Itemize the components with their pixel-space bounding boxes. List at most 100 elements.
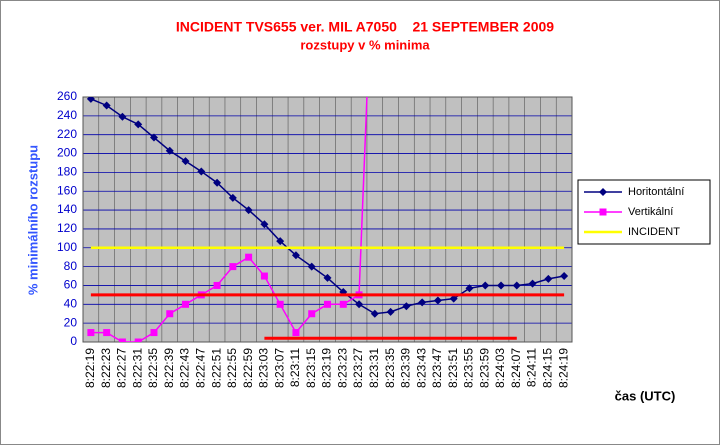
point <box>418 298 427 307</box>
y-tick-label: 40 <box>64 296 78 310</box>
point <box>245 253 253 261</box>
chart-subtitle: rozstupy v % minima <box>300 37 430 52</box>
x-tick-label: 8:22:47 <box>193 348 207 388</box>
point <box>260 272 268 280</box>
x-tick-label: 8:23:43 <box>414 348 428 388</box>
x-tick-label: 8:23:31 <box>367 348 381 388</box>
point <box>465 284 474 293</box>
point <box>433 296 442 305</box>
y-tick-label: 100 <box>57 240 77 254</box>
y-tick-label: 120 <box>57 221 77 235</box>
y-tick-label: 220 <box>57 127 77 141</box>
point <box>307 262 316 271</box>
legend-label: Horitontální <box>628 186 684 198</box>
point <box>118 338 126 342</box>
x-tick-label: 8:23:39 <box>399 348 413 388</box>
point <box>213 281 221 289</box>
chart-title: INCIDENT TVS655 ver. MIL A7050 21 SEPTEM… <box>176 19 554 35</box>
point <box>370 309 379 318</box>
point <box>166 310 174 318</box>
y-tick-label: 240 <box>57 108 77 122</box>
point <box>87 329 95 337</box>
x-tick-label: 8:22:19 <box>83 348 97 388</box>
point <box>323 273 332 282</box>
plot-border <box>82 96 573 343</box>
x-tick-label: 8:22:51 <box>209 348 223 388</box>
point <box>512 281 521 290</box>
y-tick-label: 260 <box>57 89 77 103</box>
point <box>165 146 174 155</box>
x-tick-label: 8:22:55 <box>225 348 239 388</box>
x-tick-label: 8:23:15 <box>304 348 318 388</box>
point <box>386 307 395 316</box>
point <box>181 157 190 166</box>
point <box>149 133 158 142</box>
point <box>182 300 190 308</box>
point <box>134 338 142 342</box>
y-tick-label: 200 <box>57 146 77 160</box>
y-tick-label: 20 <box>64 315 78 329</box>
y-tick-label: 160 <box>57 183 77 197</box>
point <box>213 178 222 187</box>
point <box>544 274 553 283</box>
x-tick-label: 8:23:59 <box>477 348 491 388</box>
x-tick-label: 8:24:11 <box>525 348 539 387</box>
y-tick-label: 80 <box>64 259 78 273</box>
x-tick-label: 8:24:03 <box>493 348 507 388</box>
point <box>339 300 347 308</box>
point <box>560 272 569 281</box>
point <box>118 112 127 121</box>
point <box>229 263 237 271</box>
y-tick-label: 0 <box>70 334 77 348</box>
point <box>86 97 95 103</box>
point <box>244 206 253 215</box>
point <box>102 101 111 110</box>
x-tick-label: 8:22:23 <box>99 348 113 388</box>
x-tick-label: 8:23:03 <box>257 348 271 388</box>
point <box>150 329 158 337</box>
x-tick-label: 8:22:35 <box>146 348 160 388</box>
point <box>134 120 143 129</box>
y-tick-label: 140 <box>57 202 77 216</box>
x-tick-label: 8:24:07 <box>509 348 523 388</box>
point <box>481 281 490 290</box>
point <box>276 300 284 308</box>
x-tick-label: 8:22:43 <box>178 348 192 388</box>
point <box>276 237 285 246</box>
x-tick-label: 8:23:19 <box>320 348 334 388</box>
x-tick-label: 8:22:59 <box>241 348 255 388</box>
x-tick-label: 8:23:35 <box>383 348 397 388</box>
y-axis-label: % minimálního rozstupu <box>25 145 40 295</box>
x-tick-label: 8:23:51 <box>446 348 460 388</box>
point <box>599 188 607 196</box>
point <box>228 193 237 202</box>
legend-label: INCIDENT <box>628 226 680 238</box>
x-tick-label: 8:24:15 <box>541 348 555 388</box>
x-tick-label: 8:22:31 <box>130 348 144 388</box>
point <box>497 281 506 290</box>
x-tick-label: 8:23:55 <box>462 348 476 388</box>
point <box>292 329 300 337</box>
point <box>291 251 300 260</box>
x-tick-label: 8:23:23 <box>335 348 349 388</box>
y-tick-label: 180 <box>57 165 77 179</box>
point <box>324 300 331 308</box>
x-tick-label: 8:23:27 <box>351 348 365 388</box>
point <box>355 300 364 309</box>
point <box>528 279 537 288</box>
point <box>599 208 607 216</box>
x-tick-label: 8:23:47 <box>430 348 444 388</box>
x-tick-label: 8:22:39 <box>162 348 176 388</box>
x-tick-label: 8:24:19 <box>556 348 570 388</box>
legend-label: Vertikální <box>628 206 673 218</box>
point <box>308 310 316 318</box>
x-tick-label: 8:23:11 <box>288 348 302 387</box>
x-axis-label: čas (UTC) <box>615 388 676 403</box>
series-layer <box>86 97 569 342</box>
x-tick-label: 8:22:27 <box>115 348 129 388</box>
y-tick-label: 60 <box>64 278 78 292</box>
point <box>449 294 458 303</box>
point <box>260 220 269 229</box>
point <box>197 167 206 176</box>
